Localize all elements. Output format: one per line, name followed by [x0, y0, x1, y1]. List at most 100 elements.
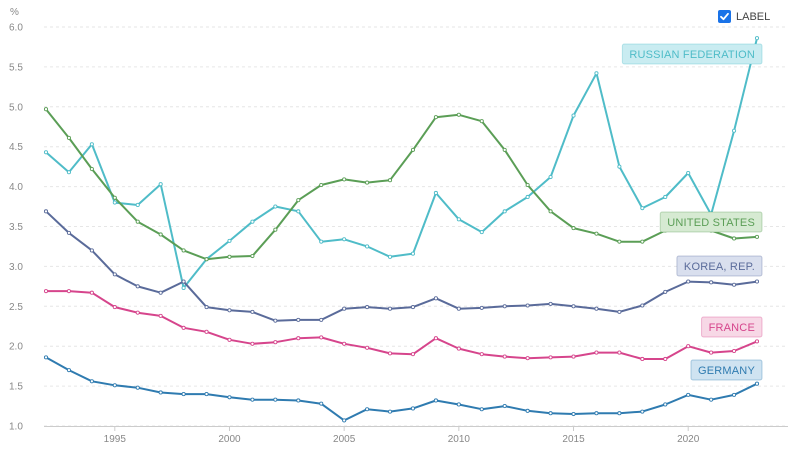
- data-point[interactable]: [319, 239, 324, 244]
- data-point[interactable]: [365, 407, 370, 412]
- data-point[interactable]: [640, 206, 645, 211]
- data-point[interactable]: [709, 350, 714, 355]
- data-point[interactable]: [158, 232, 163, 237]
- data-point[interactable]: [296, 209, 301, 214]
- data-point[interactable]: [158, 182, 163, 187]
- data-point[interactable]: [594, 350, 599, 355]
- data-point[interactable]: [617, 309, 622, 314]
- data-point[interactable]: [204, 329, 209, 334]
- data-point[interactable]: [594, 411, 599, 416]
- data-point[interactable]: [709, 397, 714, 402]
- data-point[interactable]: [663, 289, 668, 294]
- data-point[interactable]: [204, 305, 209, 310]
- data-point[interactable]: [456, 306, 461, 311]
- data-point[interactable]: [365, 180, 370, 185]
- data-point[interactable]: [273, 204, 278, 209]
- data-point[interactable]: [594, 71, 599, 76]
- data-point[interactable]: [571, 226, 576, 231]
- data-point[interactable]: [250, 341, 255, 346]
- data-point[interactable]: [227, 254, 232, 259]
- data-point[interactable]: [204, 257, 209, 262]
- data-point[interactable]: [456, 217, 461, 222]
- data-point[interactable]: [548, 355, 553, 360]
- data-point[interactable]: [112, 272, 117, 277]
- data-point[interactable]: [181, 285, 186, 290]
- data-point[interactable]: [158, 290, 163, 295]
- data-point[interactable]: [204, 392, 209, 397]
- data-point[interactable]: [43, 289, 49, 294]
- data-point[interactable]: [571, 411, 576, 417]
- data-point[interactable]: [640, 409, 645, 414]
- data-point[interactable]: [640, 356, 645, 362]
- data-point[interactable]: [135, 219, 140, 224]
- data-point[interactable]: [479, 119, 484, 124]
- data-point[interactable]: [571, 354, 576, 359]
- data-point[interactable]: [433, 398, 438, 403]
- data-point[interactable]: [250, 397, 255, 402]
- data-point[interactable]: [479, 230, 484, 235]
- data-point[interactable]: [365, 345, 370, 350]
- data-point[interactable]: [319, 335, 324, 340]
- data-point[interactable]: [754, 36, 760, 41]
- data-point[interactable]: [479, 407, 484, 412]
- data-point[interactable]: [387, 409, 393, 414]
- data-point[interactable]: [479, 352, 484, 357]
- data-point[interactable]: [135, 385, 140, 390]
- data-point[interactable]: [525, 194, 530, 200]
- data-point[interactable]: [433, 336, 438, 341]
- data-point[interactable]: [732, 392, 737, 397]
- data-point[interactable]: [112, 383, 117, 388]
- data-point[interactable]: [502, 304, 507, 309]
- data-point[interactable]: [686, 392, 691, 397]
- data-point[interactable]: [663, 356, 668, 362]
- data-point[interactable]: [296, 336, 301, 341]
- data-point[interactable]: [43, 150, 49, 155]
- data-point[interactable]: [456, 112, 461, 117]
- data-point[interactable]: [571, 113, 576, 118]
- data-point[interactable]: [479, 305, 484, 310]
- data-point[interactable]: [66, 368, 71, 373]
- data-point[interactable]: [250, 309, 255, 314]
- data-point[interactable]: [410, 406, 416, 411]
- data-point[interactable]: [342, 418, 347, 423]
- data-point[interactable]: [43, 107, 49, 112]
- data-point[interactable]: [433, 115, 438, 120]
- series-line[interactable]: [45, 290, 758, 360]
- data-point[interactable]: [571, 304, 576, 309]
- label-toggle[interactable]: LABEL: [718, 10, 770, 23]
- data-point[interactable]: [227, 337, 232, 342]
- data-point[interactable]: [296, 398, 301, 403]
- data-point[interactable]: [296, 317, 301, 322]
- data-point[interactable]: [135, 202, 140, 208]
- data-point[interactable]: [181, 392, 186, 397]
- data-point[interactable]: [456, 402, 461, 407]
- data-point[interactable]: [732, 348, 737, 354]
- data-point[interactable]: [89, 379, 94, 384]
- data-point[interactable]: [548, 209, 553, 214]
- data-point[interactable]: [732, 128, 737, 133]
- data-point[interactable]: [754, 339, 760, 344]
- data-point[interactable]: [594, 306, 599, 311]
- data-point[interactable]: [502, 354, 507, 359]
- data-point[interactable]: [135, 310, 140, 315]
- data-point[interactable]: [548, 301, 553, 306]
- series-line[interactable]: [45, 108, 758, 261]
- data-point[interactable]: [686, 170, 691, 176]
- data-point[interactable]: [342, 306, 347, 311]
- data-point[interactable]: [273, 318, 278, 323]
- data-point[interactable]: [410, 147, 416, 152]
- data-point[interactable]: [502, 147, 507, 152]
- data-point[interactable]: [158, 313, 163, 318]
- data-point[interactable]: [732, 236, 737, 241]
- data-point[interactable]: [43, 209, 49, 214]
- data-point[interactable]: [342, 177, 347, 182]
- data-point[interactable]: [502, 403, 507, 409]
- data-point[interactable]: [181, 279, 186, 284]
- data-point[interactable]: [594, 231, 599, 236]
- data-point[interactable]: [387, 254, 393, 259]
- data-point[interactable]: [754, 279, 760, 284]
- data-point[interactable]: [365, 244, 370, 249]
- series-line[interactable]: [45, 356, 758, 422]
- data-point[interactable]: [296, 198, 301, 203]
- data-point[interactable]: [342, 341, 347, 346]
